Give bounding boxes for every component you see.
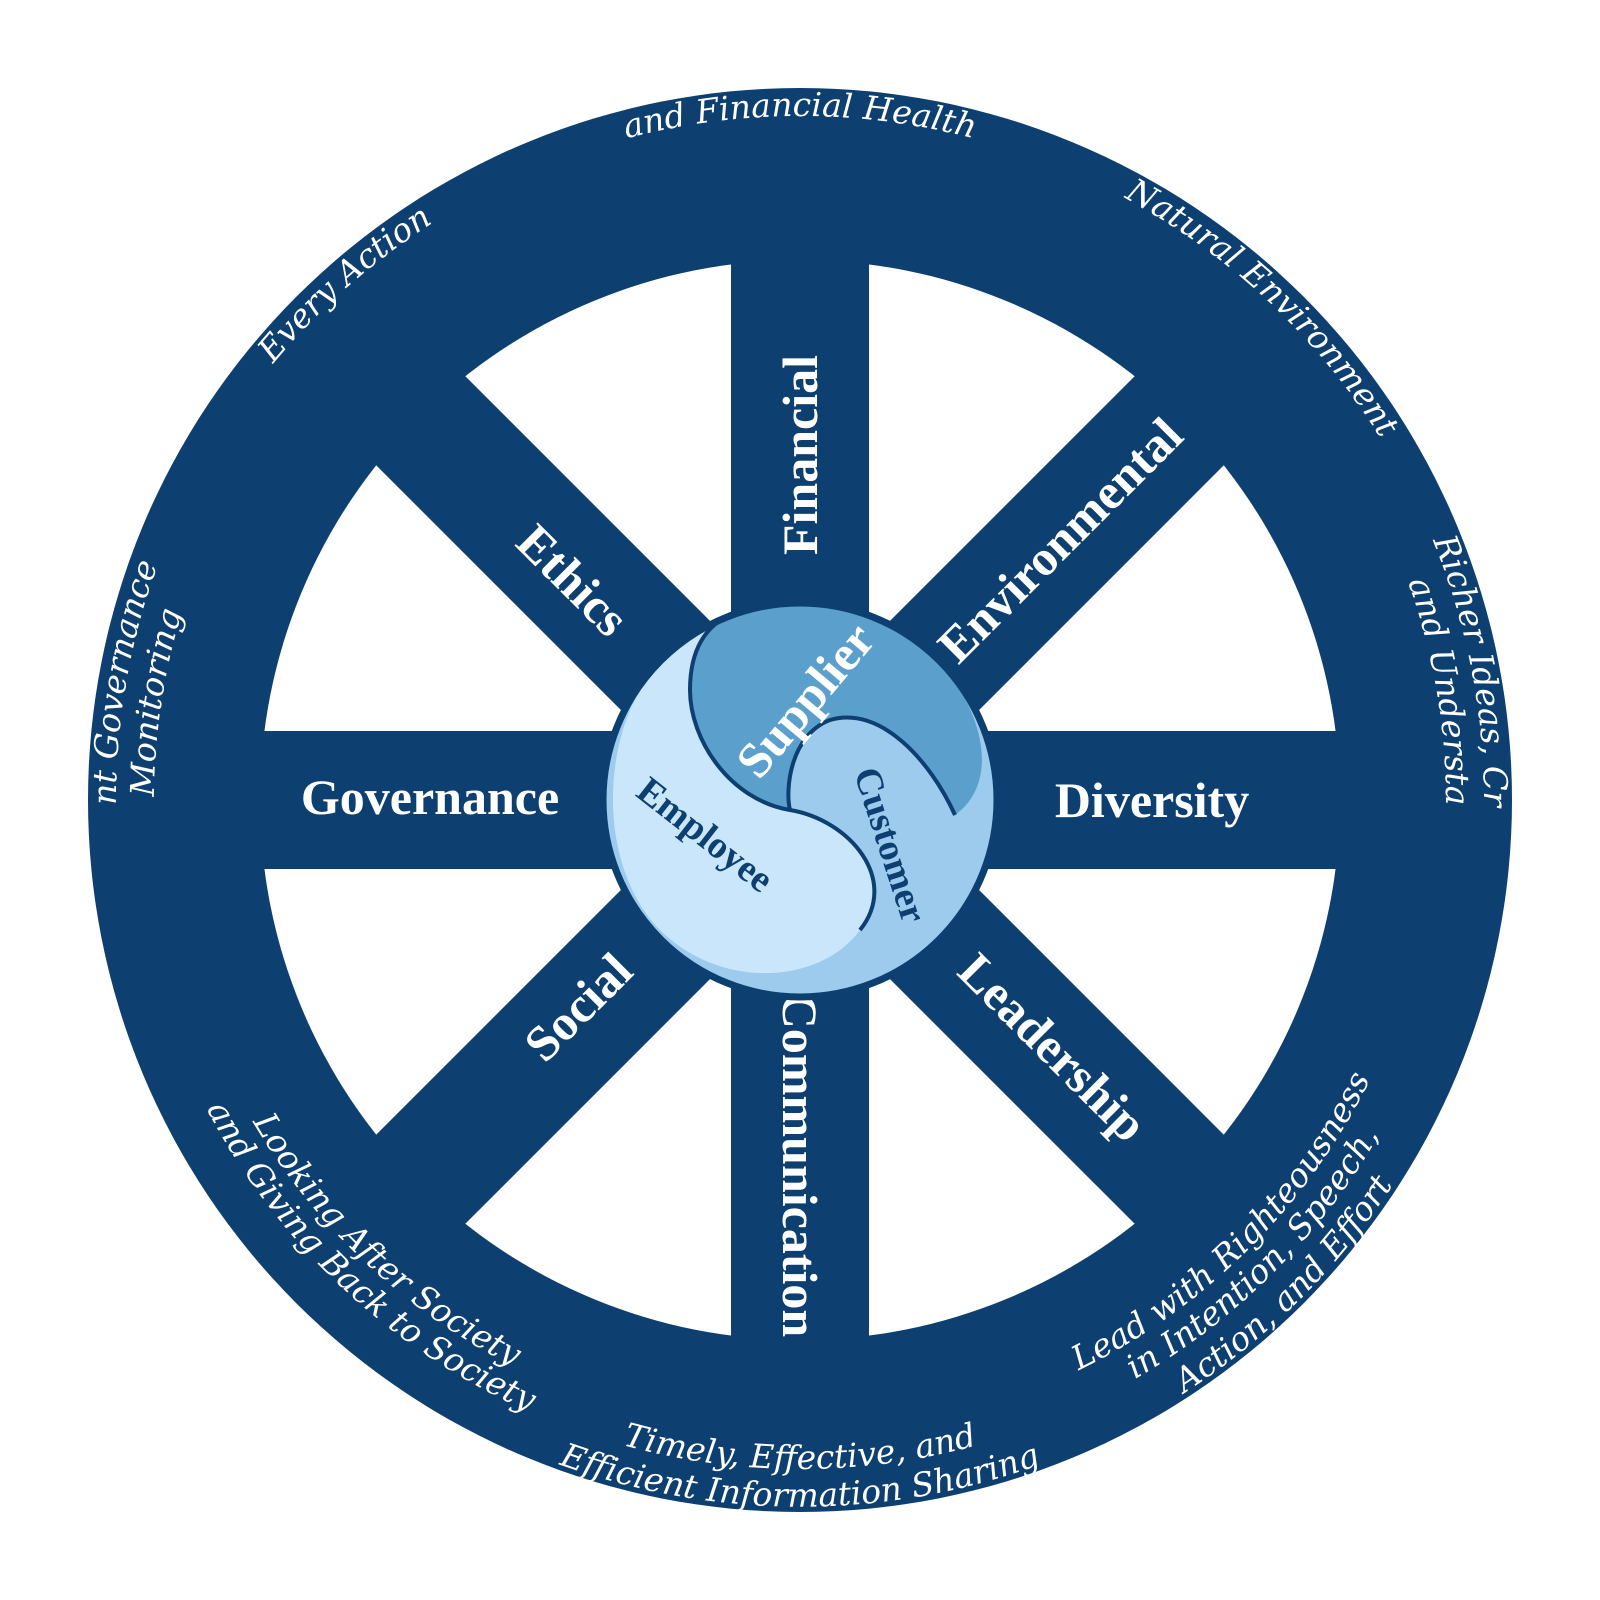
hub-divider-1: [687, 610, 877, 932]
hub: Supplier Customer Employee: [599, 599, 1001, 1001]
label-financial: Financial: [772, 355, 828, 555]
hub-outline: [599, 599, 1001, 1001]
hub-segment-supplier: [690, 602, 982, 815]
hub-divider-2: [786, 715, 957, 816]
label-diversity: Diversity: [1055, 772, 1249, 828]
label-governance: Governance: [301, 769, 559, 825]
label-communication: Communication: [772, 993, 828, 1338]
